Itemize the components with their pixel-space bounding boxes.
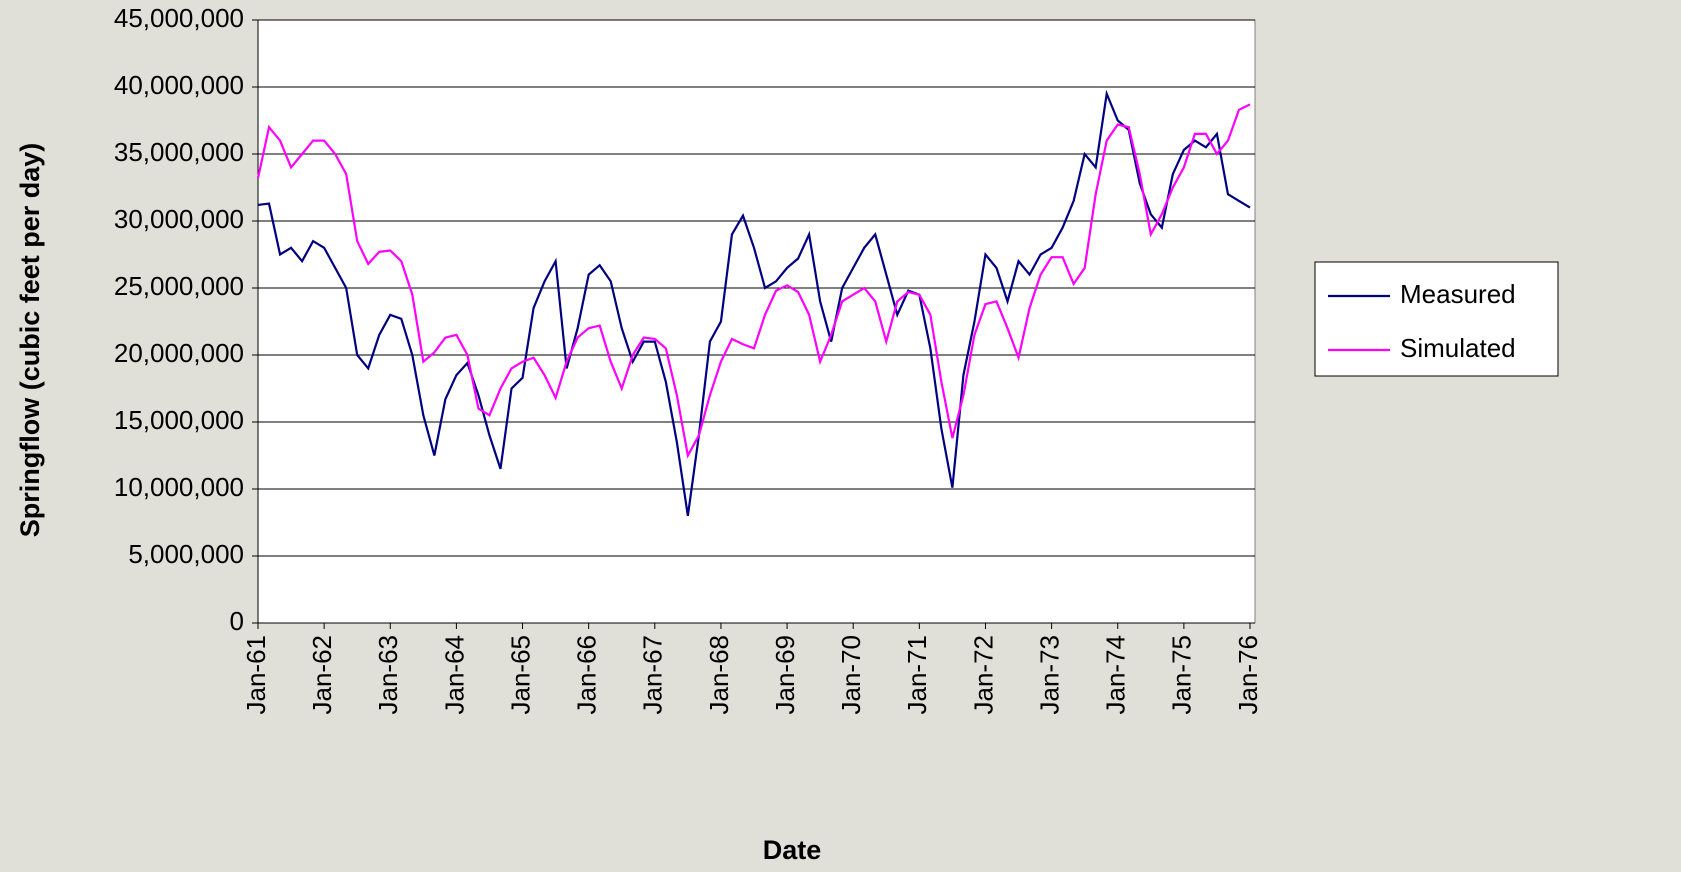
x-tick-label: Jan-72 bbox=[968, 635, 998, 715]
y-tick-label: 40,000,000 bbox=[114, 70, 244, 100]
y-tick-label: 0 bbox=[230, 606, 244, 636]
x-tick-label: Jan-71 bbox=[902, 635, 932, 715]
x-tick-label: Jan-73 bbox=[1034, 635, 1064, 715]
y-tick-label: 10,000,000 bbox=[114, 472, 244, 502]
y-tick-label: 30,000,000 bbox=[114, 204, 244, 234]
y-tick-label: 15,000,000 bbox=[114, 405, 244, 435]
x-tick-label: Jan-68 bbox=[704, 635, 734, 715]
x-axis-title: Date bbox=[763, 835, 822, 865]
series-line bbox=[256, 103, 1251, 459]
x-tick-label: Jan-63 bbox=[373, 635, 403, 715]
legend-label: Measured bbox=[1400, 279, 1516, 309]
x-tick-label: Jan-62 bbox=[307, 635, 337, 715]
x-tick-label: Jan-64 bbox=[439, 635, 469, 715]
x-tick-label: Jan-66 bbox=[572, 635, 602, 715]
x-tick-label: Jan-69 bbox=[770, 635, 800, 715]
y-tick-label: 25,000,000 bbox=[114, 271, 244, 301]
legend bbox=[1314, 261, 1559, 377]
x-tick-label: Jan-75 bbox=[1167, 635, 1197, 715]
x-tick-label: Jan-74 bbox=[1101, 635, 1131, 715]
y-tick-label: 20,000,000 bbox=[114, 338, 244, 368]
y-tick-label: 5,000,000 bbox=[128, 539, 244, 569]
y-tick-label: 35,000,000 bbox=[114, 137, 244, 167]
x-tick-label: Jan-67 bbox=[638, 635, 668, 715]
x-tick-label: Jan-65 bbox=[505, 635, 535, 715]
series-line bbox=[257, 89, 1251, 516]
x-tick-label: Jan-70 bbox=[836, 635, 866, 715]
plot-area bbox=[257, 19, 1256, 624]
x-tick-label: Jan-76 bbox=[1233, 635, 1263, 715]
legend-label: Simulated bbox=[1400, 333, 1516, 363]
x-tick-label: Jan-61 bbox=[241, 635, 271, 715]
y-tick-label: 45,000,000 bbox=[114, 3, 244, 33]
y-axis-title: Springflow (cubic feet per day) bbox=[15, 143, 45, 538]
